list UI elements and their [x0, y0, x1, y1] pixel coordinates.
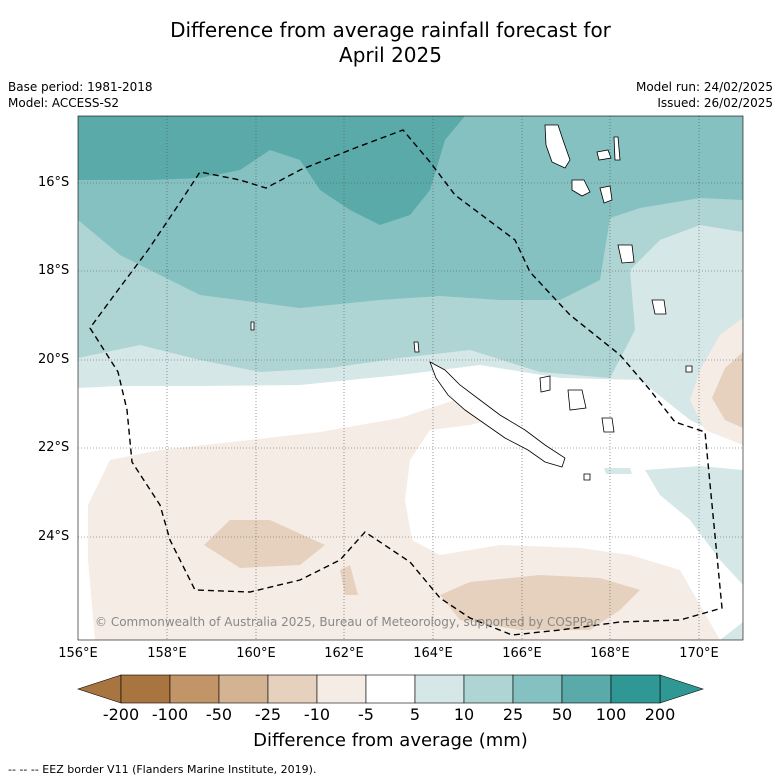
lat-tick-18s: 18°S: [38, 263, 70, 278]
colorbar-title: Difference from average (mm): [253, 730, 528, 751]
lat-tick-16s: 16°S: [38, 175, 70, 190]
contour-neg25-neg10-a: [204, 520, 325, 568]
colorbar-tick-label: 200: [644, 705, 676, 724]
contour-neg25-neg10-b: [340, 565, 358, 595]
colorbar-tick-label: 5: [409, 705, 421, 724]
lon-tick-162e: 162°E: [324, 646, 364, 661]
colorbar-high-extend: [659, 674, 704, 704]
colorbar-swatch: [120, 674, 171, 704]
lon-tick-168e: 168°E: [590, 646, 630, 661]
loyalty-ouvea: [539, 375, 551, 393]
colorbar-swatch: [316, 674, 367, 704]
contour-neg25-neg10-d: [712, 352, 743, 428]
lon-tick-164e: 164°E: [413, 646, 453, 661]
contour-neg25-neg10-c: [440, 575, 640, 630]
eez-border: [89, 129, 723, 636]
lon-tick-160e: 160°E: [236, 646, 276, 661]
vanuatu-north-island: [596, 149, 612, 161]
copyright-notice: © Commonwealth of Australia 2025, Bureau…: [95, 615, 600, 629]
matthew-island: [685, 365, 693, 373]
title-line-1: Difference from average rainfall forecas…: [170, 18, 611, 42]
isle-of-pines: [583, 473, 591, 481]
title-line-2: April 2025: [339, 43, 442, 67]
contour-5-10-se: [645, 466, 743, 585]
colorbar: [77, 674, 704, 704]
belep-islands: [413, 341, 420, 353]
colorbar-swatch: [512, 674, 563, 704]
eez-footnote: -- -- -- EEZ border V11 (Flanders Marine…: [8, 763, 317, 776]
chesterfield-reef: [250, 321, 255, 331]
colorbar-swatch: [169, 674, 220, 704]
lon-tick-166e: 166°E: [502, 646, 542, 661]
colorbar-tick-label: 25: [502, 705, 524, 724]
lat-tick-22s: 22°S: [38, 440, 70, 455]
colorbar-swatch: [463, 674, 514, 704]
model-name: Model: ACCESS-S2: [8, 96, 120, 110]
new-caledonia-island: [429, 361, 566, 468]
vanuatu-efate: [599, 185, 613, 204]
colorbar-tick-label: -50: [205, 705, 233, 724]
colorbar-tick-label: 50: [551, 705, 573, 724]
loyalty-lifou: [567, 389, 587, 411]
colorbar-swatch: [561, 674, 612, 704]
colorbar-swatch: [365, 674, 416, 704]
colorbar-swatch: [414, 674, 465, 704]
issued-date: Issued: 26/02/2025: [657, 96, 773, 110]
colorbar-tick-label: -10: [303, 705, 331, 724]
colorbar-tick-label: -100: [151, 705, 189, 724]
lon-tick-156e: 156°E: [58, 646, 98, 661]
vanuatu-ambae: [613, 136, 621, 161]
lon-tick-170e: 170°E: [679, 646, 719, 661]
base-period: Base period: 1981-2018: [8, 80, 153, 94]
colorbar-low-extend: [77, 674, 122, 704]
lat-tick-20s: 20°S: [38, 352, 70, 367]
colorbar-tick-label: 10: [453, 705, 475, 724]
colorbar-swatch: [267, 674, 318, 704]
meta-right: Model run: 24/02/2025 Issued: 26/02/2025: [636, 79, 773, 111]
contour-5-10-s: [720, 622, 743, 640]
contour-5-10-small: [604, 468, 632, 474]
colorbar-tick-label: -5: [358, 705, 374, 724]
lat-tick-24s: 24°S: [38, 529, 70, 544]
contour-50-100-east: [560, 116, 743, 160]
model-run: Model run: 24/02/2025: [635, 80, 773, 94]
colorbar-tick-label: 100: [595, 705, 627, 724]
colorbar-swatch: [610, 674, 661, 704]
colorbar-tick-label: -200: [102, 705, 140, 724]
vanuatu-espiritu-santo: [544, 124, 571, 169]
colorbar-tick-label: -25: [254, 705, 282, 724]
chart-title: Difference from average rainfall forecas…: [0, 18, 781, 68]
vanuatu-malekula: [571, 179, 591, 197]
loyalty-mare: [601, 417, 615, 433]
vanuatu-erromango: [617, 244, 635, 264]
colorbar-swatch: [218, 674, 269, 704]
vanuatu-tanna: [651, 299, 667, 315]
contour-50-100: [78, 116, 465, 225]
lon-tick-158e: 158°E: [147, 646, 187, 661]
meta-left: Base period: 1981-2018 Model: ACCESS-S2: [8, 79, 153, 111]
